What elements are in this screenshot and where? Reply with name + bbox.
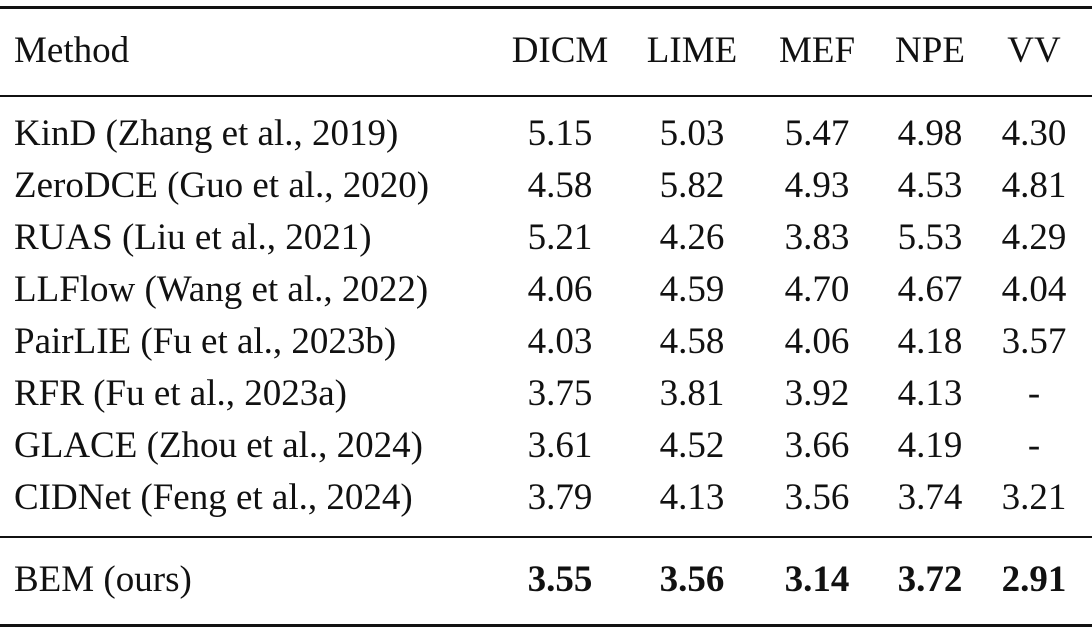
cell-method: GLACE (Zhou et al., 2024) [14,425,423,466]
cell-vv: 3.57 [1001,321,1067,362]
cell-mef: 3.92 [784,373,850,414]
header-rule [0,95,1092,97]
cell-vv: - [1027,373,1041,414]
cell-dicm: 3.79 [527,477,593,518]
cell-lime: 4.13 [659,477,725,518]
cell-dicm: 3.75 [527,373,593,414]
ours-npe: 3.72 [897,559,963,600]
ours-method: BEM (ours) [14,559,192,600]
header-dicm: DICM [511,30,609,71]
table-row: CIDNet (Feng et al., 2024) 3.79 4.13 3.5… [0,472,1092,524]
cell-dicm: 4.03 [527,321,593,362]
ours-row: BEM (ours) 3.55 3.56 3.14 3.72 2.91 [0,554,1092,606]
header-mef: MEF [778,30,856,71]
cell-method: KinD (Zhang et al., 2019) [14,113,399,154]
cell-dicm: 5.15 [527,113,593,154]
cell-dicm: 5.21 [527,217,593,258]
cell-method: RFR (Fu et al., 2023a) [14,373,347,414]
table-header-row: Method DICM LIME MEF NPE VV [0,25,1092,77]
ours-rule [0,536,1092,538]
cell-mef: 4.06 [784,321,850,362]
ours-mef: 3.14 [784,559,850,600]
ours-lime: 3.56 [659,559,725,600]
top-rule [0,6,1092,9]
cell-lime: 4.58 [659,321,725,362]
cell-npe: 4.53 [897,165,963,206]
cell-vv: 3.21 [1001,477,1067,518]
cell-mef: 3.56 [784,477,850,518]
header-npe: NPE [895,30,965,71]
cell-npe: 4.67 [897,269,963,310]
cell-mef: 4.93 [784,165,850,206]
cell-mef: 4.70 [784,269,850,310]
cell-method: RUAS (Liu et al., 2021) [14,217,372,258]
cell-npe: 4.18 [897,321,963,362]
table-row: RUAS (Liu et al., 2021) 5.21 4.26 3.83 5… [0,212,1092,264]
table-row: RFR (Fu et al., 2023a) 3.75 3.81 3.92 4.… [0,368,1092,420]
cell-method: ZeroDCE (Guo et al., 2020) [14,165,430,206]
table-row: PairLIE (Fu et al., 2023b) 4.03 4.58 4.0… [0,316,1092,368]
cell-vv: - [1027,425,1041,466]
cell-lime: 3.81 [659,373,725,414]
table-row: GLACE (Zhou et al., 2024) 3.61 4.52 3.66… [0,420,1092,472]
cell-lime: 4.52 [659,425,725,466]
cell-mef: 3.83 [784,217,850,258]
cell-method: PairLIE (Fu et al., 2023b) [14,321,397,362]
cell-mef: 5.47 [784,113,850,154]
header-lime: LIME [646,30,738,71]
header-vv: VV [1007,30,1061,71]
cell-npe: 4.19 [897,425,963,466]
cell-method: CIDNet (Feng et al., 2024) [14,477,413,518]
cell-lime: 5.82 [659,165,725,206]
cell-lime: 4.26 [659,217,725,258]
ours-vv: 2.91 [1001,559,1067,600]
cell-dicm: 3.61 [527,425,593,466]
table-row: LLFlow (Wang et al., 2022) 4.06 4.59 4.7… [0,264,1092,316]
table-row: ZeroDCE (Guo et al., 2020) 4.58 5.82 4.9… [0,160,1092,212]
cell-dicm: 4.58 [527,165,593,206]
cell-vv: 4.29 [1001,217,1067,258]
cell-vv: 4.30 [1001,113,1067,154]
cell-npe: 4.98 [897,113,963,154]
cell-npe: 3.74 [897,477,963,518]
cell-vv: 4.81 [1001,165,1067,206]
header-method: Method [14,30,130,71]
cell-dicm: 4.06 [527,269,593,310]
bottom-rule [0,624,1092,627]
cell-npe: 4.13 [897,373,963,414]
cell-mef: 3.66 [784,425,850,466]
ours-dicm: 3.55 [527,559,593,600]
cell-vv: 4.04 [1001,269,1067,310]
cell-npe: 5.53 [897,217,963,258]
cell-method: LLFlow (Wang et al., 2022) [14,269,429,310]
cell-lime: 4.59 [659,269,725,310]
table-row: KinD (Zhang et al., 2019) 5.15 5.03 5.47… [0,108,1092,160]
cell-lime: 5.03 [659,113,725,154]
